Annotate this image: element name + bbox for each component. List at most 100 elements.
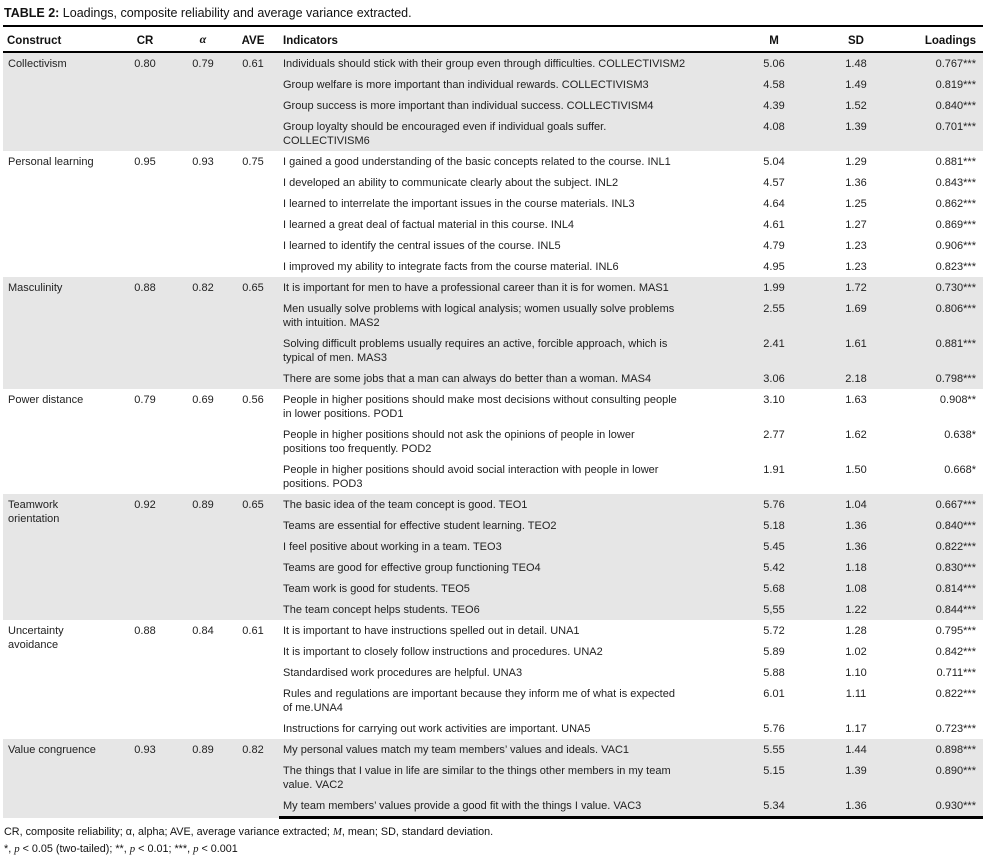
table-row: I improved my ability to integrate facts… xyxy=(3,256,983,277)
indicator-cell: Teams are good for effective group funct… xyxy=(283,562,541,574)
indicator-cell: Solving difficult problems usually requi… xyxy=(283,338,668,364)
ave-cell: 0.61 xyxy=(242,625,264,637)
sd-cell: 1.18 xyxy=(845,562,867,574)
cr-cell: 0.88 xyxy=(134,282,156,294)
sd-cell: 1.61 xyxy=(845,338,867,350)
ave-cell: 0.61 xyxy=(242,58,264,70)
loading-cell: 0.844*** xyxy=(935,604,976,616)
mean-cell: 3.10 xyxy=(763,394,785,406)
column-header: CR xyxy=(111,25,179,53)
loading-cell: 0.881*** xyxy=(935,156,976,168)
sd-cell: 1.39 xyxy=(845,121,867,133)
alpha-cell: 0.84 xyxy=(192,625,214,637)
loading-cell: 0.890*** xyxy=(935,765,976,777)
sd-cell: 1.62 xyxy=(845,429,867,441)
loading-cell: 0.822*** xyxy=(935,541,976,553)
construct-cell: Teamwork orientation xyxy=(8,499,60,525)
sd-cell: 2.18 xyxy=(845,373,867,385)
table-row: Personal learning 0.95 0.93 0.75 I gained a … xyxy=(3,151,983,172)
mean-cell: 3.06 xyxy=(763,373,785,385)
indicator-cell: The things that I value in life are simi… xyxy=(283,765,671,791)
indicator-cell: Standardised work procedures are helpful… xyxy=(283,667,523,679)
loading-cell: 0.711*** xyxy=(936,667,976,679)
sd-cell: 1.25 xyxy=(845,198,867,210)
sd-cell: 1.63 xyxy=(845,394,867,406)
table-row: Uncertainty avoidance 0.88 0.84 0.61 It is i… xyxy=(3,620,983,651)
header-row: Construct CR α AVE Indicators M SD Loadings xyxy=(3,25,983,53)
mean-cell: 5.15 xyxy=(763,765,785,777)
alpha-cell: 0.82 xyxy=(192,282,214,294)
table-row: Instructions for carrying out work activ… xyxy=(3,718,983,739)
ave-cell: 0.82 xyxy=(242,744,264,756)
indicator-cell: Group success is more important than ind… xyxy=(283,100,654,112)
column-header: AVE xyxy=(227,25,279,53)
indicator-cell: It is important to closely follow instru… xyxy=(283,646,603,658)
column-header: Loadings xyxy=(898,25,983,53)
loading-cell: 0.814*** xyxy=(935,583,976,595)
loading-cell: 0.806*** xyxy=(935,303,976,315)
loading-cell: 0.823*** xyxy=(935,261,976,273)
sd-cell: 1.36 xyxy=(845,177,867,189)
sd-cell: 1.36 xyxy=(814,795,898,819)
footnote: CR, composite reliability; α, alpha; AVE… xyxy=(4,824,982,841)
sd-cell: 1.52 xyxy=(845,100,867,112)
indicator-cell: It is important for men to have a profes… xyxy=(283,282,669,294)
loading-cell: 0.906*** xyxy=(935,240,976,252)
loading-cell: 0.701*** xyxy=(935,121,976,133)
loading-cell: 0.798*** xyxy=(935,373,976,385)
loading-cell: 0.668* xyxy=(944,464,976,476)
mean-cell: 5.18 xyxy=(763,520,785,532)
indicator-cell: Instructions for carrying out work activ… xyxy=(283,723,591,735)
indicator-cell: Group welfare is more important than ind… xyxy=(283,79,649,91)
loading-cell: 0.767*** xyxy=(935,58,976,70)
loading-cell: 0.862*** xyxy=(935,198,976,210)
table-body: Collectivism 0.80 0.79 0.61 Individuals shou… xyxy=(3,52,983,819)
indicator-cell: Teams are essential for effective studen… xyxy=(283,520,557,532)
construct-cell: Masculinity xyxy=(8,282,63,294)
sd-cell: 1.39 xyxy=(845,765,867,777)
sd-cell: 1.02 xyxy=(845,646,867,658)
loadings-table: Construct CR α AVE Indicators M SD Loadings Col… xyxy=(3,25,983,819)
alpha-cell: 0.79 xyxy=(192,58,214,70)
mean-cell: 5.45 xyxy=(763,541,785,553)
sd-cell: 1.22 xyxy=(845,604,867,616)
table-row: Value congruence 0.93 0.89 0.82 My personal … xyxy=(3,739,983,760)
mean-cell: 5,55 xyxy=(763,604,785,616)
table-row: It is important to closely follow instru… xyxy=(3,641,983,662)
loading-cell: 0.840*** xyxy=(935,520,976,532)
mean-cell: 2.77 xyxy=(763,429,785,441)
indicator-cell: It is important to have instructions spe… xyxy=(283,625,580,637)
alpha-cell: 0.93 xyxy=(192,156,214,168)
loading-cell: 0.840*** xyxy=(935,100,976,112)
table-row: Solving difficult problems usually requi… xyxy=(3,333,983,368)
footnotes: CR, composite reliability; α, alpha; AVE… xyxy=(3,819,983,858)
sd-cell: 1.44 xyxy=(845,744,867,756)
footnote-text: CR, composite reliability; α, alpha; AVE… xyxy=(4,826,333,838)
table-row: I learned to interrelate the important i… xyxy=(3,193,983,214)
indicator-cell: My team members’ values provide a good f… xyxy=(279,795,734,819)
ave-cell: 0.75 xyxy=(242,156,264,168)
mean-cell: 5.88 xyxy=(763,667,785,679)
column-header: Construct xyxy=(3,25,111,53)
mean-cell: 1.91 xyxy=(763,464,785,476)
loading-cell: 0.843*** xyxy=(935,177,976,189)
loading-cell: 0.830*** xyxy=(935,562,976,574)
indicator-cell: My personal values match my team members… xyxy=(283,744,630,756)
footnote-text: , mean; SD, standard deviation. xyxy=(341,826,494,838)
sd-cell: 1.27 xyxy=(845,219,867,231)
indicator-cell: Team work is good for students. TEO5 xyxy=(283,583,470,595)
ave-cell: 0.65 xyxy=(242,499,264,511)
loading-cell: 0.869*** xyxy=(935,219,976,231)
mean-cell: 5.89 xyxy=(763,646,785,658)
footnote-text: M xyxy=(332,826,342,838)
table-row: Masculinity 0.88 0.82 0.65 It is important f… xyxy=(3,277,983,298)
loading-cell: 0.723*** xyxy=(935,723,976,735)
cr-cell: 0.93 xyxy=(134,744,156,756)
sd-cell: 1.29 xyxy=(845,156,867,168)
sd-cell: 1.11 xyxy=(845,688,867,700)
construct-cell: Collectivism xyxy=(8,58,67,70)
table-row: Rules and regulations are important beca… xyxy=(3,683,983,718)
table-row: I learned to identify the central issues… xyxy=(3,235,983,256)
cr-cell: 0.92 xyxy=(134,499,156,511)
